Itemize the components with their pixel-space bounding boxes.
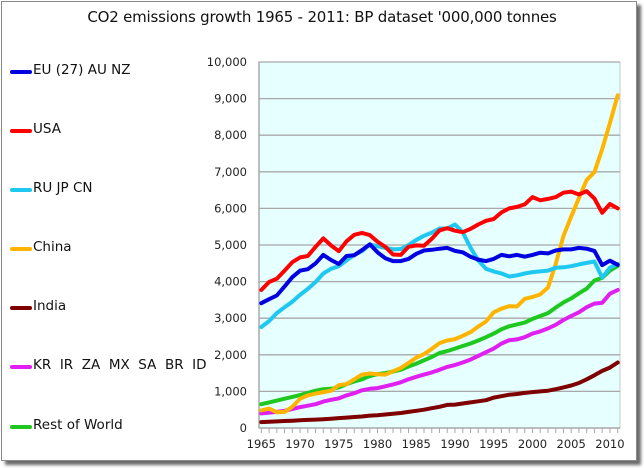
legend-label: India bbox=[33, 298, 67, 314]
series-line-usa bbox=[259, 189, 620, 292]
legend-label: EU (27) AU NZ bbox=[33, 62, 131, 78]
y-tick-label: 3,000 bbox=[214, 311, 247, 325]
x-tick-label: 1970 bbox=[285, 437, 314, 451]
legend-swatch bbox=[10, 425, 32, 429]
legend-label: RU JP CN bbox=[33, 180, 93, 196]
y-tick-label: 9,000 bbox=[214, 92, 247, 106]
y-tick-label: 10,000 bbox=[207, 55, 247, 69]
legend-label: Rest of World bbox=[33, 417, 123, 433]
legend-label: KR IR ZA MX SA BR ID bbox=[33, 357, 207, 373]
y-tick-label: 4,000 bbox=[214, 275, 247, 289]
chart-title: CO2 emissions growth 1965 - 2011: BP dat… bbox=[87, 8, 557, 26]
legend-swatch bbox=[10, 70, 32, 74]
legend-swatch bbox=[10, 188, 32, 192]
x-tick-label: 1975 bbox=[324, 437, 353, 451]
series-line-china bbox=[259, 93, 620, 415]
legend-swatch bbox=[10, 365, 32, 369]
series-line-india bbox=[259, 360, 620, 425]
series-line-eu-27-au-nz bbox=[259, 242, 620, 306]
legend-swatch bbox=[10, 247, 32, 251]
y-tick-label: 0 bbox=[240, 421, 247, 435]
x-tick-label: 1965 bbox=[247, 437, 276, 451]
legend-label: USA bbox=[33, 121, 61, 137]
x-tick-label: 1985 bbox=[402, 437, 431, 451]
y-tick-label: 5,000 bbox=[214, 238, 247, 252]
x-tick-label: 1980 bbox=[363, 437, 392, 451]
series-line-rest-of-world bbox=[259, 263, 620, 407]
x-tick-label: 2010 bbox=[595, 437, 624, 451]
x-tick-label: 1995 bbox=[479, 437, 508, 451]
y-tick-label: 2,000 bbox=[214, 348, 247, 362]
y-tick-label: 6,000 bbox=[214, 201, 247, 215]
series-line-kr-ir-za-mx-sa-br-id bbox=[259, 288, 620, 416]
x-tick-label: 2005 bbox=[557, 437, 586, 451]
y-tick-label: 8,000 bbox=[214, 128, 247, 142]
legend-label: China bbox=[33, 239, 72, 255]
y-tick-label: 1,000 bbox=[214, 384, 247, 398]
legend-swatch bbox=[10, 306, 32, 310]
x-tick-label: 1990 bbox=[440, 437, 469, 451]
x-tick-label: 2000 bbox=[518, 437, 547, 451]
legend-swatch bbox=[10, 129, 32, 133]
y-tick-label: 7,000 bbox=[214, 165, 247, 179]
